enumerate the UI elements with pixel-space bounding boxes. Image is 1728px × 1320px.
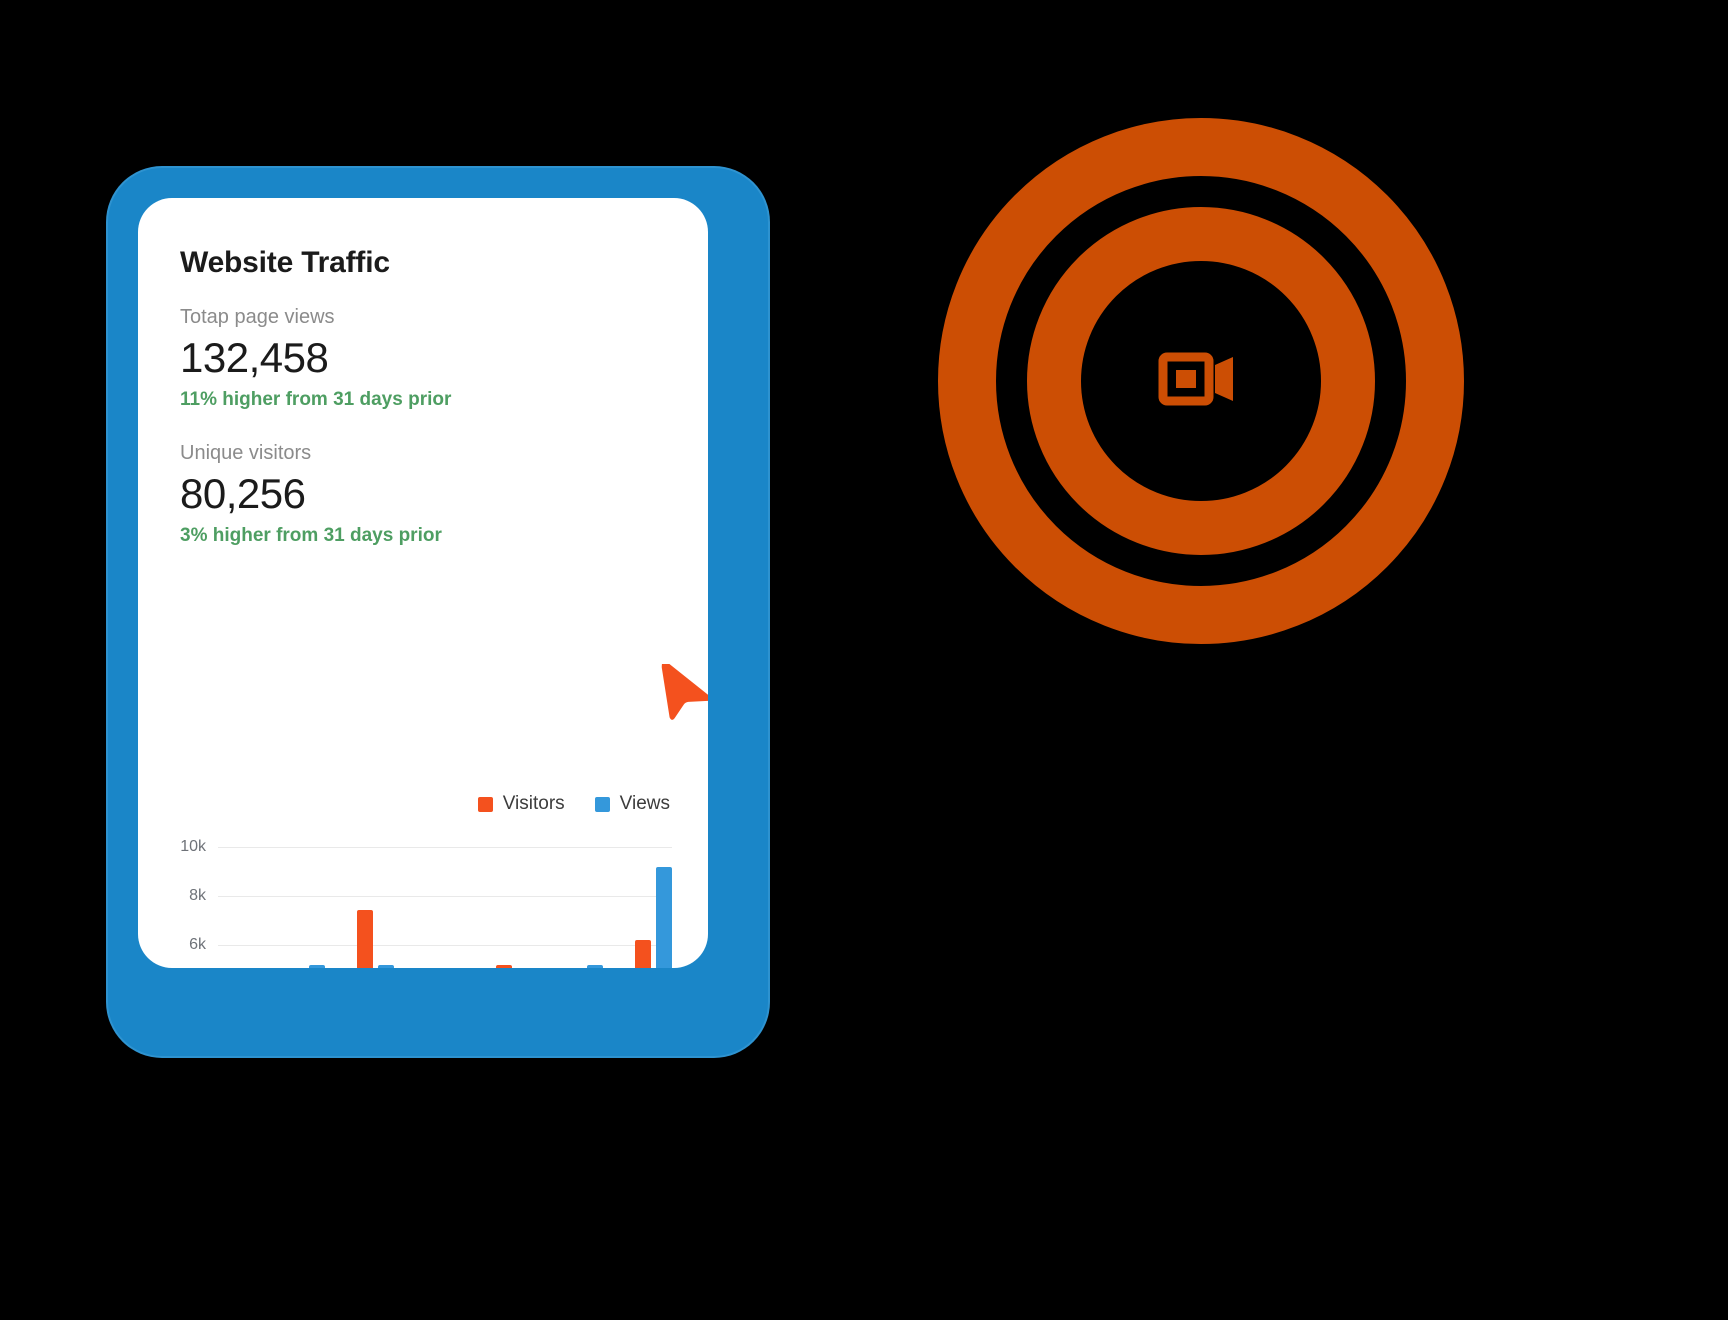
chart-bar-views[interactable] bbox=[378, 964, 394, 968]
chart-bar-views[interactable] bbox=[586, 964, 603, 968]
chart-bar-views[interactable] bbox=[656, 867, 672, 968]
chart-bar-group bbox=[635, 848, 672, 968]
legend-item-visitors[interactable]: Visitors bbox=[477, 793, 565, 815]
chart-bar-group bbox=[427, 848, 464, 968]
chart-bar-group bbox=[288, 848, 325, 968]
metric-label: Unique visitors bbox=[180, 442, 312, 465]
chart-bar-visitors[interactable] bbox=[635, 940, 651, 968]
page-title: Website Traffic bbox=[180, 246, 390, 279]
video-camera-icon bbox=[1158, 352, 1233, 406]
metric-value: 80,256 bbox=[180, 470, 306, 518]
metric-delta: 11% higher from 31 days prior bbox=[180, 388, 452, 410]
chart-bar-visitors[interactable] bbox=[496, 964, 512, 968]
chart-bar-group bbox=[357, 848, 394, 968]
chart-y-tick-label: 8k bbox=[189, 886, 206, 904]
metric-value: 132,458 bbox=[180, 334, 329, 381]
chart-bar-group bbox=[566, 848, 603, 968]
chart-plot-area: 10k8k6k4k2k bbox=[180, 838, 672, 968]
chart-bars bbox=[218, 848, 672, 968]
target-rings-icon bbox=[938, 118, 1464, 644]
metric-total-page-views: Totap page views 132,458 11% higher from… bbox=[180, 304, 666, 412]
legend-item-views[interactable]: Views bbox=[594, 793, 670, 815]
chart-bar-group bbox=[496, 848, 533, 968]
chart-gridline: 10k bbox=[180, 838, 672, 855]
legend-swatch-icon bbox=[594, 796, 610, 812]
chart-gridline: 6k bbox=[189, 936, 672, 953]
chart-gridline: 8k bbox=[189, 887, 672, 904]
chart-y-tick-label: 10k bbox=[180, 838, 206, 855]
chart-bar-group bbox=[218, 848, 255, 968]
tablet-device-frame: Website Traffic Totap page views 132,458… bbox=[108, 168, 768, 1056]
metric-unique-visitors: Unique visitors 80,256 3% higher from 31… bbox=[180, 440, 666, 548]
chart-bar-visitors[interactable] bbox=[357, 909, 373, 968]
legend-label: Views bbox=[619, 793, 670, 814]
chart-legend: Visitors Views bbox=[138, 793, 708, 815]
legend-swatch-icon bbox=[477, 796, 493, 812]
legend-label: Visitors bbox=[502, 793, 565, 814]
chart-y-tick-label: 6k bbox=[189, 935, 206, 953]
metric-label: Totap page views bbox=[180, 306, 335, 328]
chart-bar-views[interactable] bbox=[308, 964, 325, 968]
tablet-screen: Website Traffic Totap page views 132,458… bbox=[138, 198, 708, 968]
metric-delta: 3% higher from 31 days prior bbox=[180, 524, 442, 546]
website-traffic-bar-chart: 10k8k6k4k2k Oct 30Nov 9Nov 23Dec 7Dec 21… bbox=[162, 836, 684, 968]
cursor-arrow-icon bbox=[661, 664, 708, 720]
website-traffic-card: Website Traffic Totap page views 132,458… bbox=[138, 198, 708, 968]
